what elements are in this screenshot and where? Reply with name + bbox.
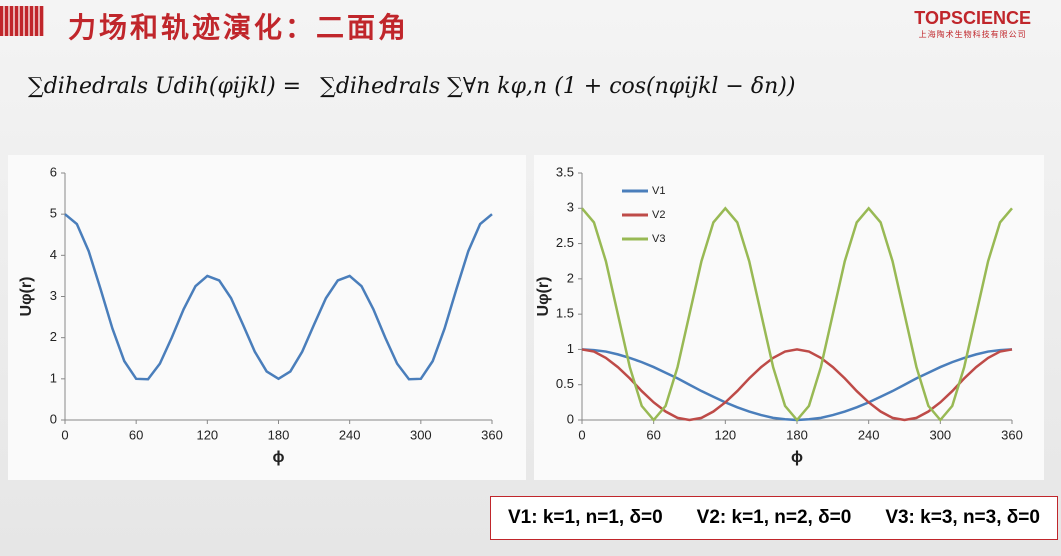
logo-text: TOPSCIENCE xyxy=(914,8,1031,28)
y-tick-label: 1 xyxy=(567,341,574,356)
y-tick-label: 3 xyxy=(567,200,574,215)
y-tick-label: 5 xyxy=(50,206,57,221)
data-line xyxy=(64,213,493,381)
y-axis-label: Uφ(r) xyxy=(535,277,552,317)
x-tick-label: 60 xyxy=(646,427,660,442)
x-tick-label: 180 xyxy=(268,427,290,442)
y-tick-label: 1.5 xyxy=(556,306,574,321)
x-tick-label: 300 xyxy=(929,427,951,442)
x-tick-label: 300 xyxy=(410,427,432,442)
formula-left: ∑dihedrals Udih(φijkl) = xyxy=(28,74,302,99)
y-tick-label: 0 xyxy=(50,411,57,426)
x-axis-label: ϕ xyxy=(273,449,285,466)
param: V1: k=1, n=1, δ=0 xyxy=(508,507,663,528)
data-line xyxy=(581,348,1013,422)
x-tick-label: 0 xyxy=(61,427,68,442)
logo-subtitle: 上海陶术生物科技有限公司 xyxy=(918,30,1027,39)
x-tick-label: 60 xyxy=(129,427,143,442)
y-tick-label: 3.5 xyxy=(556,164,574,179)
legend-label: V2 xyxy=(652,209,665,221)
legend-label: V1 xyxy=(652,185,665,197)
param: V2: k=1, n=2, δ=0 xyxy=(696,507,852,528)
y-tick-label: 4 xyxy=(50,247,57,262)
y-tick-label: 2 xyxy=(50,329,57,344)
y-axis-label: Uφ(r) xyxy=(18,277,35,317)
y-tick-label: 6 xyxy=(50,164,57,179)
x-tick-label: 360 xyxy=(481,427,503,442)
formula: ∑dihedrals Udih(φijkl) = ∑dihedrals ∑∀n … xyxy=(28,74,807,99)
y-tick-label: 2 xyxy=(567,270,574,285)
x-tick-label: 180 xyxy=(786,427,808,442)
x-tick-label: 120 xyxy=(196,427,218,442)
y-tick-label: 0 xyxy=(567,411,574,426)
param-box: V1: k=1, n=1, δ=0 V2: k=1, n=2, δ=0 V3: … xyxy=(490,496,1058,540)
x-tick-label: 360 xyxy=(1001,427,1023,442)
x-tick-label: 240 xyxy=(858,427,880,442)
chart-panel xyxy=(8,155,526,480)
logo: TOPSCIENCE 上海陶术生物科技有限公司 xyxy=(914,8,1031,40)
y-tick-label: 0.5 xyxy=(556,376,574,391)
x-axis-label: ϕ xyxy=(791,449,803,466)
data-line xyxy=(581,206,1013,422)
x-tick-label: 0 xyxy=(578,427,585,442)
formula-right: ∑dihedrals ∑∀n kφ,n (1 + cos(nφijkl − δn… xyxy=(320,74,796,99)
y-tick-label: 1 xyxy=(50,370,57,385)
legend-label: V3 xyxy=(652,233,665,245)
x-tick-label: 120 xyxy=(714,427,736,442)
title-icon xyxy=(0,6,44,36)
slide-title: 力场和轨迹演化：二面角 xyxy=(68,11,410,44)
y-tick-label: 2.5 xyxy=(556,235,574,250)
param: V3: k=3, n=3, δ=0 xyxy=(885,507,1040,528)
x-tick-label: 240 xyxy=(339,427,361,442)
y-tick-label: 3 xyxy=(50,288,57,303)
